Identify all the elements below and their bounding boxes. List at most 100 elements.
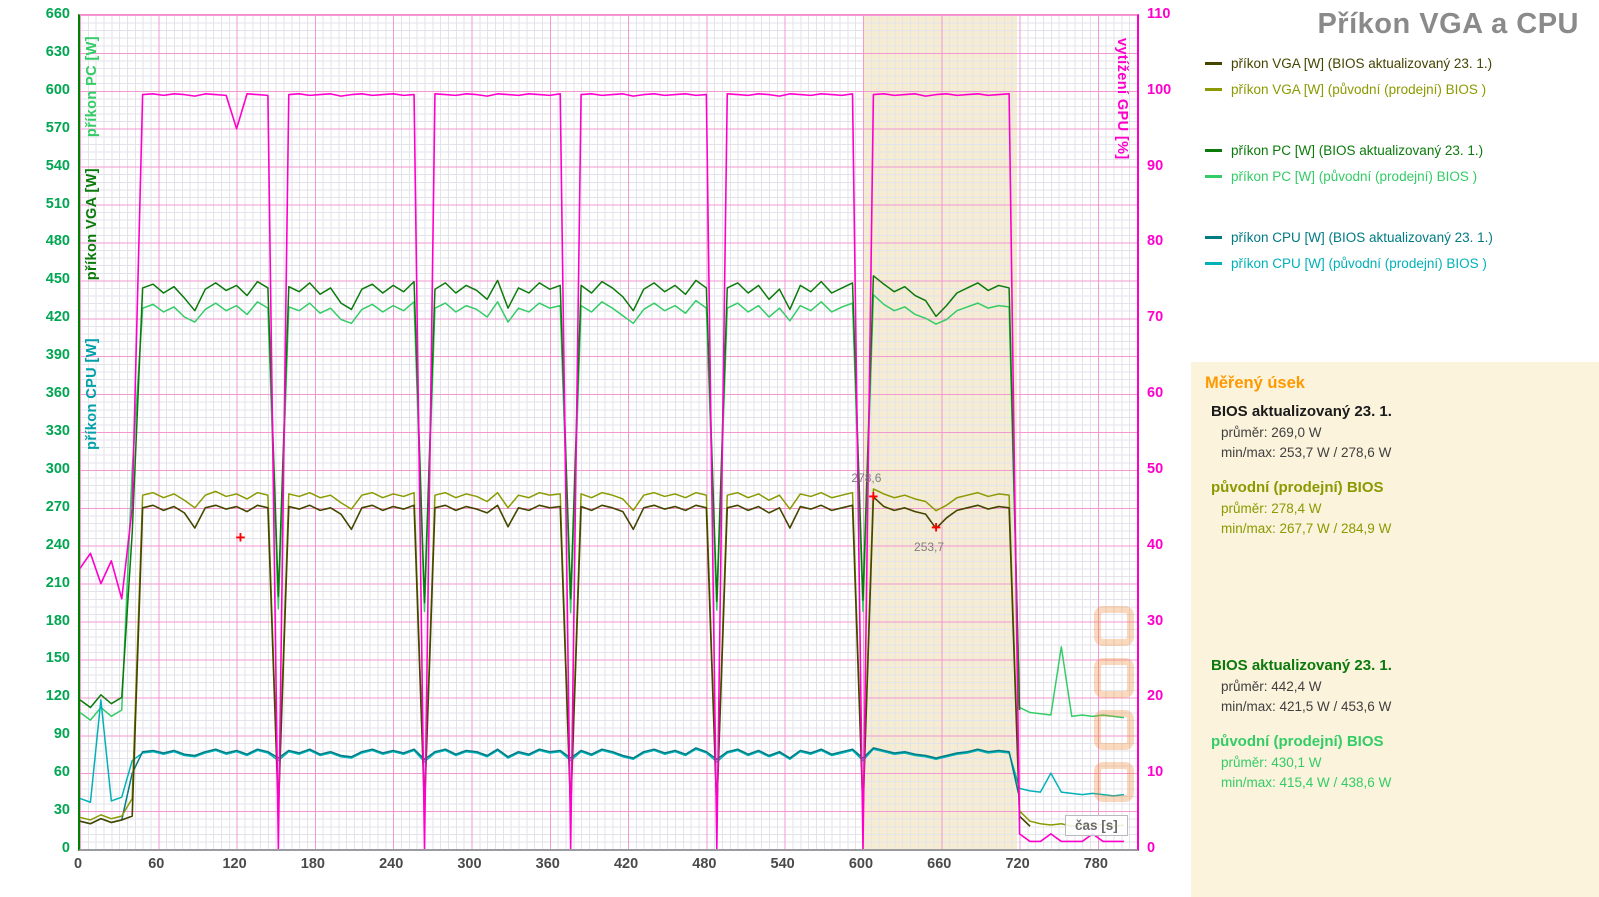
watermark-logo — [1088, 606, 1140, 856]
bottom-tick-label: 420 — [613, 856, 639, 872]
stat-line: min/max: 253,7 W / 278,6 W — [1221, 445, 1392, 460]
right-tick-label: 90 — [1147, 157, 1164, 174]
left-tick-label: 450 — [45, 271, 70, 288]
right-tick-label: 20 — [1147, 688, 1164, 705]
legend-item: příkon CPU [W] (BIOS aktualizovaný 23. 1… — [1205, 230, 1585, 245]
left-tick-label: 150 — [45, 650, 70, 667]
stat-line: průměr: 269,0 W — [1221, 425, 1322, 440]
legend-item: příkon PC [W] (BIOS aktualizovaný 23. 1.… — [1205, 143, 1585, 158]
stat-group: BIOS aktualizovaný 23. 1. průměr: 442,4 W… — [1211, 657, 1599, 717]
right-tick-label: 50 — [1147, 460, 1164, 477]
stat-group: původní (prodejní) BIOS průměr: 278,4 W mi… — [1211, 479, 1599, 539]
left-axis-title-2: příkon VGA [W] — [84, 168, 100, 281]
left-tick-label: 660 — [45, 6, 70, 22]
left-tick-label: 510 — [45, 195, 70, 212]
right-tick-label: 30 — [1147, 612, 1164, 629]
chart-area: +278,6 +253,7 + čas [s] 0 30 60 90 120 150 180 21… — [45, 6, 1172, 872]
left-tick-label: 420 — [45, 309, 70, 326]
left-tick-label: 90 — [53, 726, 70, 743]
left-tick-label: 390 — [45, 347, 70, 364]
right-tick-label: 10 — [1147, 764, 1164, 781]
left-tick-label: 30 — [53, 802, 70, 819]
legend-swatch — [1205, 236, 1222, 239]
stat-line: průměr: 442,4 W — [1221, 679, 1322, 694]
series-vga-original — [80, 489, 1124, 826]
legend-label: příkon VGA [W] (BIOS aktualizovaný 23. 1… — [1231, 56, 1493, 71]
legend-item: příkon VGA [W] (BIOS aktualizovaný 23. 1… — [1205, 56, 1585, 71]
series-pc-updated — [80, 276, 1020, 710]
series-gpu-util — [80, 94, 1124, 849]
bottom-tick-label: 720 — [1005, 856, 1030, 872]
stats-groups: BIOS aktualizovaný 23. 1. průměr: 269,0 W… — [1205, 403, 1599, 793]
series-pc-original — [80, 295, 1124, 720]
bottom-tick-label: 540 — [770, 856, 795, 872]
left-tick-label: 60 — [53, 764, 70, 781]
annotation-marker: + — [931, 518, 941, 538]
left-tick-label: 540 — [45, 157, 70, 174]
right-tick-label: 80 — [1147, 233, 1164, 250]
bottom-tick-label: 300 — [457, 856, 482, 872]
bottom-tick-label: 600 — [848, 856, 874, 872]
stat-group-title: BIOS aktualizovaný 23. 1. — [1211, 657, 1392, 674]
bottom-tick-label: 480 — [692, 856, 717, 872]
bottom-tick-label: 60 — [148, 856, 165, 872]
annotation-marker: + — [235, 528, 246, 548]
left-axis-title-1: příkon PC [W] — [84, 36, 100, 138]
legend-label: příkon CPU [W] (původní (prodejní) BIOS … — [1231, 256, 1487, 271]
right-tick-label: 0 — [1147, 840, 1156, 856]
watermark-shape — [1094, 710, 1134, 750]
legend-swatch — [1205, 88, 1222, 91]
legend-label: příkon VGA [W] (původní (prodejní) BIOS … — [1231, 82, 1487, 97]
right-tick-label: 100 — [1147, 81, 1172, 98]
annotation-label: 253,7 — [914, 540, 945, 555]
legend-swatch — [1205, 149, 1222, 152]
legend-swatch — [1205, 175, 1222, 178]
stat-group-title: původní (prodejní) BIOS — [1211, 479, 1384, 496]
left-tick-label: 600 — [45, 81, 70, 98]
stat-line: průměr: 278,4 W — [1221, 501, 1322, 516]
page-title: Příkon VGA a CPU — [1317, 8, 1579, 40]
x-axis-label: čas [s] — [1065, 815, 1128, 836]
left-tick-label: 480 — [45, 233, 70, 250]
left-tick-label: 330 — [45, 423, 70, 439]
stat-group: BIOS aktualizovaný 23. 1. průměr: 269,0 W… — [1211, 403, 1599, 463]
legend-item: příkon CPU [W] (původní (prodejní) BIOS … — [1205, 256, 1585, 271]
right-tick-label: 110 — [1147, 6, 1171, 22]
plot-region: +278,6 +253,7 + čas [s] — [78, 14, 1139, 851]
watermark-shape — [1094, 762, 1134, 802]
series-lines — [80, 15, 1137, 849]
stat-line: min/max: 267,7 W / 284,9 W — [1221, 521, 1392, 536]
right-tick-label: 70 — [1147, 309, 1164, 326]
stat-group: původní (prodejní) BIOS průměr: 430,1 W mi… — [1211, 733, 1599, 793]
gridlines — [80, 15, 1137, 849]
left-tick-label: 570 — [45, 119, 70, 136]
stat-line: min/max: 415,4 W / 438,6 W — [1221, 775, 1392, 790]
series-cpu-updated — [80, 748, 1020, 824]
left-tick-label: 300 — [45, 460, 70, 477]
left-tick-label: 630 — [45, 43, 70, 60]
legend: příkon VGA [W] (BIOS aktualizovaný 23. 1… — [1205, 56, 1585, 282]
left-tick-label: 180 — [45, 612, 70, 629]
annotation-marker: + — [868, 486, 879, 506]
legend-item: příkon PC [W] (původní (prodejní) BIOS ) — [1205, 169, 1585, 184]
left-tick-label: 360 — [45, 385, 70, 402]
series-cpu-original — [80, 700, 1124, 802]
watermark-shape — [1094, 606, 1134, 646]
legend-swatch — [1205, 62, 1222, 65]
bottom-tick-label: 180 — [300, 856, 325, 872]
left-tick-label: 0 — [61, 840, 70, 856]
stat-group-title: BIOS aktualizovaný 23. 1. — [1211, 403, 1392, 420]
stat-group-title: původní (prodejní) BIOS — [1211, 733, 1384, 750]
bottom-tick-label: 240 — [379, 856, 404, 872]
annotation-label: 278,6 — [851, 470, 882, 485]
legend-label: příkon CPU [W] (BIOS aktualizovaný 23. 1… — [1231, 230, 1493, 245]
left-tick-label: 240 — [45, 536, 70, 553]
stat-line: min/max: 421,5 W / 453,6 W — [1221, 699, 1392, 714]
bottom-tick-label: 780 — [1083, 856, 1108, 872]
bottom-tick-label: 360 — [535, 856, 560, 872]
stat-line: průměr: 430,1 W — [1221, 755, 1322, 770]
legend-label: příkon PC [W] (původní (prodejní) BIOS ) — [1231, 169, 1478, 184]
left-tick-label: 270 — [45, 498, 70, 515]
bottom-tick-label: 0 — [73, 856, 83, 872]
